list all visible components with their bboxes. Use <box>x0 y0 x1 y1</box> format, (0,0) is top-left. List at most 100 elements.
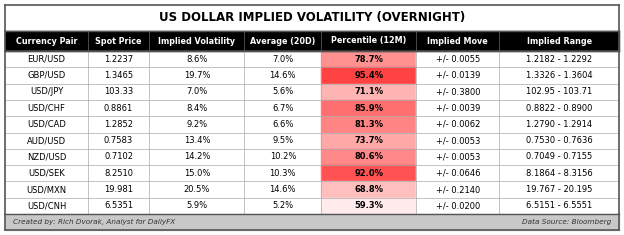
Bar <box>499 165 619 181</box>
Bar <box>245 51 321 67</box>
Text: +/- 0.0055: +/- 0.0055 <box>436 55 480 64</box>
Bar <box>321 181 416 198</box>
Text: 6.6%: 6.6% <box>272 120 293 129</box>
Text: 0.7583: 0.7583 <box>104 136 133 145</box>
Bar <box>416 181 499 198</box>
Text: 1.2182 - 1.2292: 1.2182 - 1.2292 <box>526 55 592 64</box>
Bar <box>245 181 321 198</box>
Bar <box>416 116 499 133</box>
Bar <box>5 149 88 165</box>
Bar <box>321 84 416 100</box>
Bar <box>88 67 149 84</box>
Text: 80.6%: 80.6% <box>354 153 383 161</box>
Bar <box>149 67 245 84</box>
Bar <box>245 198 321 214</box>
Text: 5.2%: 5.2% <box>272 201 293 210</box>
Bar <box>5 31 619 51</box>
Bar <box>321 149 416 165</box>
Text: +/- 0.3800: +/- 0.3800 <box>436 87 480 96</box>
Text: 7.0%: 7.0% <box>186 87 208 96</box>
Bar <box>321 67 416 84</box>
Bar <box>149 100 245 116</box>
Bar <box>5 51 88 67</box>
Text: +/- 0.0039: +/- 0.0039 <box>436 104 480 113</box>
Text: 7.0%: 7.0% <box>272 55 293 64</box>
Text: 0.8822 - 0.8900: 0.8822 - 0.8900 <box>526 104 592 113</box>
Text: 10.3%: 10.3% <box>270 169 296 178</box>
Text: USD/CNH: USD/CNH <box>27 201 66 210</box>
Bar <box>88 100 149 116</box>
Bar <box>5 67 88 84</box>
Bar <box>149 133 245 149</box>
Bar <box>88 149 149 165</box>
Text: 9.2%: 9.2% <box>187 120 207 129</box>
Text: 5.6%: 5.6% <box>272 87 293 96</box>
Bar <box>88 165 149 181</box>
Text: 1.2237: 1.2237 <box>104 55 133 64</box>
Bar <box>416 133 499 149</box>
Bar <box>5 116 88 133</box>
Bar <box>499 149 619 165</box>
Text: AUD/USD: AUD/USD <box>27 136 66 145</box>
Bar <box>88 198 149 214</box>
Text: 8.6%: 8.6% <box>186 55 208 64</box>
Text: USD/SEK: USD/SEK <box>28 169 65 178</box>
Bar <box>149 51 245 67</box>
Bar <box>245 84 321 100</box>
Text: 73.7%: 73.7% <box>354 136 383 145</box>
Bar <box>245 133 321 149</box>
Text: 20.5%: 20.5% <box>183 185 210 194</box>
Bar <box>149 181 245 198</box>
Bar <box>321 51 416 67</box>
Text: 81.3%: 81.3% <box>354 120 383 129</box>
Text: 103.33: 103.33 <box>104 87 133 96</box>
Text: 71.1%: 71.1% <box>354 87 383 96</box>
Text: +/- 0.0200: +/- 0.0200 <box>436 201 480 210</box>
Text: 9.5%: 9.5% <box>272 136 293 145</box>
Bar <box>149 149 245 165</box>
Bar <box>416 100 499 116</box>
Text: Data Source: Bloomberg: Data Source: Bloomberg <box>522 219 611 225</box>
Bar <box>245 100 321 116</box>
Text: Percentile (12M): Percentile (12M) <box>331 36 406 46</box>
Bar <box>5 84 88 100</box>
Text: 13.4%: 13.4% <box>183 136 210 145</box>
Bar <box>5 198 88 214</box>
Bar <box>499 116 619 133</box>
Bar <box>5 133 88 149</box>
Text: Average (20D): Average (20D) <box>250 36 316 46</box>
Text: 19.767 - 20.195: 19.767 - 20.195 <box>526 185 592 194</box>
Bar <box>499 51 619 67</box>
Text: 19.981: 19.981 <box>104 185 133 194</box>
Bar <box>88 84 149 100</box>
Text: 14.6%: 14.6% <box>270 185 296 194</box>
Text: +/- 0.0139: +/- 0.0139 <box>436 71 480 80</box>
Text: 6.7%: 6.7% <box>272 104 293 113</box>
Text: Currency Pair: Currency Pair <box>16 36 77 46</box>
Text: +/- 0.0646: +/- 0.0646 <box>436 169 480 178</box>
Text: 6.5351: 6.5351 <box>104 201 133 210</box>
Bar <box>416 198 499 214</box>
Text: 85.9%: 85.9% <box>354 104 383 113</box>
Bar <box>416 149 499 165</box>
Bar <box>245 67 321 84</box>
Bar <box>5 214 619 230</box>
Bar <box>88 181 149 198</box>
Bar <box>245 165 321 181</box>
Bar <box>88 51 149 67</box>
Bar <box>5 165 88 181</box>
Text: 0.8861: 0.8861 <box>104 104 133 113</box>
Bar <box>499 67 619 84</box>
Text: +/- 0.0053: +/- 0.0053 <box>436 136 480 145</box>
Bar <box>245 149 321 165</box>
Bar <box>499 198 619 214</box>
Bar <box>499 181 619 198</box>
Bar <box>5 181 88 198</box>
Text: 6.5151 - 6.5551: 6.5151 - 6.5551 <box>526 201 592 210</box>
Text: 59.3%: 59.3% <box>354 201 383 210</box>
Text: Created by: Rich Dvorak, Analyst for DailyFX: Created by: Rich Dvorak, Analyst for Dai… <box>13 219 175 225</box>
Text: 1.2852: 1.2852 <box>104 120 133 129</box>
Bar <box>5 100 88 116</box>
Bar <box>321 133 416 149</box>
Text: 92.0%: 92.0% <box>354 169 383 178</box>
